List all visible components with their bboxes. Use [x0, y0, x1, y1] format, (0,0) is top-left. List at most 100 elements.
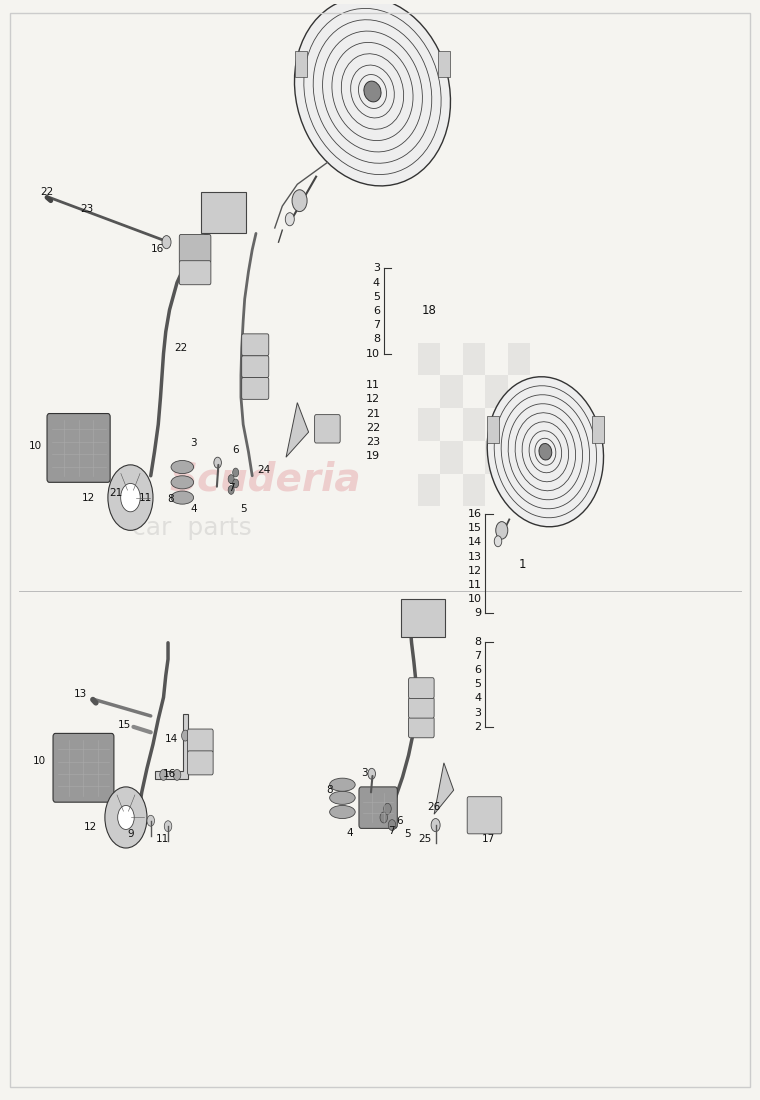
Ellipse shape — [539, 443, 552, 460]
Text: 21: 21 — [366, 408, 380, 418]
Circle shape — [164, 821, 172, 832]
Ellipse shape — [294, 0, 451, 186]
Text: 21: 21 — [109, 488, 122, 498]
Text: 10: 10 — [467, 594, 482, 604]
Ellipse shape — [330, 778, 355, 791]
Text: 16: 16 — [163, 769, 176, 779]
Circle shape — [118, 805, 135, 829]
Bar — [417, 408, 440, 441]
Bar — [438, 51, 449, 77]
Text: 26: 26 — [427, 802, 441, 812]
Text: 7: 7 — [474, 651, 482, 661]
Bar — [296, 51, 308, 77]
Text: 5: 5 — [474, 680, 482, 690]
FancyBboxPatch shape — [242, 377, 269, 399]
Text: 3: 3 — [190, 438, 197, 448]
Text: 6: 6 — [233, 444, 239, 454]
Text: 12: 12 — [366, 395, 380, 405]
Text: 24: 24 — [257, 465, 270, 475]
Text: 10: 10 — [366, 349, 380, 359]
Ellipse shape — [364, 81, 381, 102]
Circle shape — [235, 208, 242, 219]
Text: 15: 15 — [467, 524, 482, 534]
FancyBboxPatch shape — [179, 261, 211, 285]
Bar — [508, 474, 530, 506]
Text: 11: 11 — [366, 381, 380, 390]
Circle shape — [496, 521, 508, 539]
Text: 10: 10 — [29, 441, 43, 451]
FancyBboxPatch shape — [179, 234, 211, 263]
Text: 5: 5 — [240, 504, 246, 514]
Polygon shape — [286, 403, 309, 458]
Polygon shape — [434, 763, 454, 814]
Bar — [508, 342, 530, 375]
Bar — [485, 441, 508, 474]
Text: 3: 3 — [362, 768, 369, 778]
Text: Scuderia: Scuderia — [169, 460, 361, 498]
Circle shape — [292, 190, 307, 211]
Bar — [463, 342, 485, 375]
Text: 5: 5 — [404, 828, 410, 839]
Text: 3: 3 — [474, 707, 482, 717]
FancyBboxPatch shape — [188, 751, 213, 774]
Text: 16: 16 — [467, 509, 482, 519]
FancyBboxPatch shape — [409, 678, 434, 698]
Bar — [508, 408, 530, 441]
Text: 4: 4 — [347, 827, 353, 838]
Text: 5: 5 — [373, 292, 380, 301]
FancyBboxPatch shape — [409, 697, 434, 718]
Bar — [440, 441, 463, 474]
Text: 8: 8 — [373, 334, 380, 344]
Polygon shape — [154, 714, 188, 779]
Bar — [592, 417, 604, 442]
Text: 8: 8 — [326, 785, 333, 795]
Circle shape — [321, 421, 331, 437]
Text: 13: 13 — [74, 689, 87, 700]
Ellipse shape — [171, 476, 194, 488]
Text: 23: 23 — [81, 205, 93, 214]
FancyBboxPatch shape — [359, 786, 397, 828]
Ellipse shape — [330, 791, 355, 804]
Text: 4: 4 — [474, 693, 482, 704]
Text: 4: 4 — [190, 504, 197, 514]
Text: 6: 6 — [373, 306, 380, 316]
Circle shape — [494, 536, 502, 547]
Text: 3: 3 — [373, 263, 380, 274]
Circle shape — [147, 815, 154, 826]
Text: 7: 7 — [228, 483, 235, 493]
Text: 11: 11 — [155, 834, 169, 845]
Circle shape — [108, 465, 153, 530]
FancyBboxPatch shape — [467, 796, 502, 834]
FancyBboxPatch shape — [201, 191, 246, 233]
Circle shape — [384, 803, 391, 814]
Circle shape — [405, 614, 413, 624]
Ellipse shape — [330, 805, 355, 818]
Text: 8: 8 — [474, 637, 482, 647]
Text: 19: 19 — [366, 451, 380, 461]
Text: 18: 18 — [421, 305, 436, 318]
Text: 22: 22 — [174, 343, 188, 353]
Text: 16: 16 — [151, 244, 164, 254]
Circle shape — [476, 805, 489, 825]
Circle shape — [182, 730, 189, 741]
Text: 6: 6 — [474, 666, 482, 675]
Text: 9: 9 — [474, 608, 482, 618]
Circle shape — [433, 614, 441, 624]
FancyBboxPatch shape — [242, 355, 269, 377]
FancyBboxPatch shape — [242, 334, 269, 355]
Text: 11: 11 — [467, 580, 482, 590]
Text: 7: 7 — [388, 826, 394, 836]
Bar — [440, 375, 463, 408]
FancyBboxPatch shape — [47, 414, 110, 482]
Text: 4: 4 — [373, 277, 380, 287]
Text: 23: 23 — [366, 437, 380, 447]
Bar — [417, 474, 440, 506]
Circle shape — [228, 475, 234, 483]
Text: 13: 13 — [467, 551, 482, 562]
Circle shape — [431, 818, 440, 832]
Text: 11: 11 — [139, 493, 152, 503]
Text: 17: 17 — [482, 834, 495, 845]
Circle shape — [214, 458, 221, 469]
Text: 22: 22 — [366, 422, 380, 432]
Text: 10: 10 — [33, 756, 46, 766]
